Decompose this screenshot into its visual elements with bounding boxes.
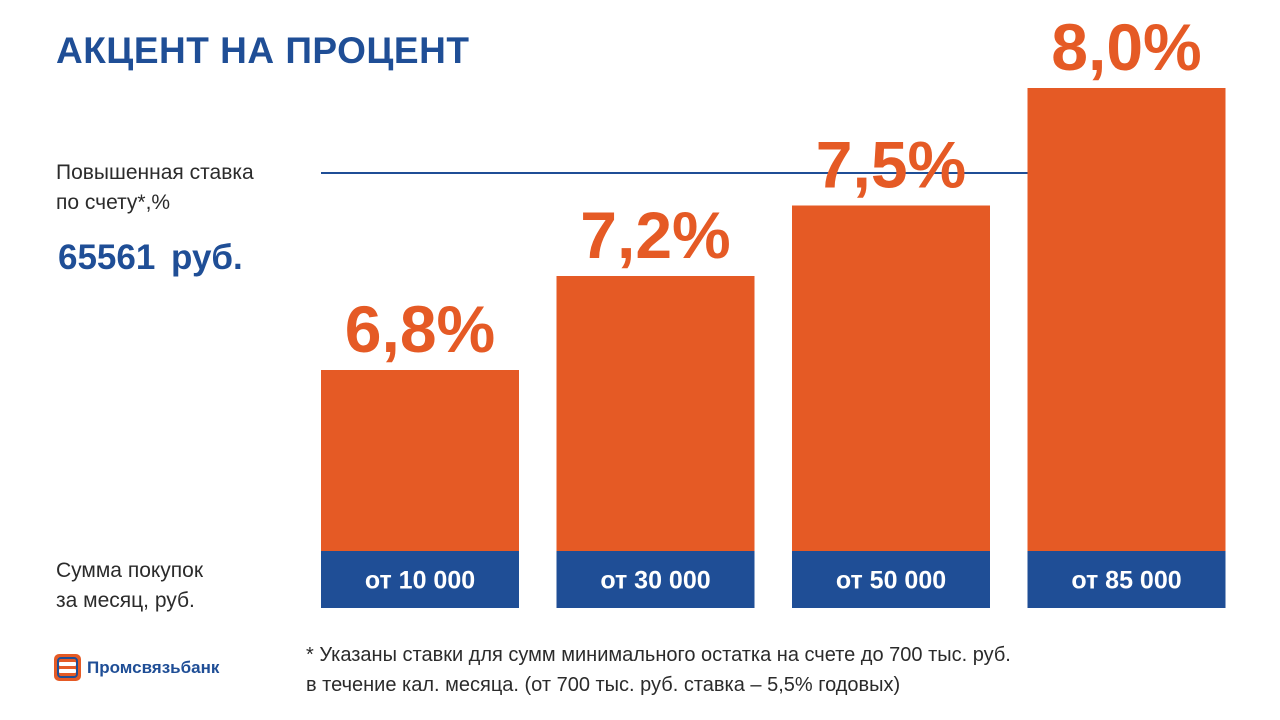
bar (792, 205, 990, 608)
category-label: от 30 000 (600, 567, 710, 595)
category-label: от 10 000 (365, 567, 475, 595)
footnote: * Указаны ставки для сумм минимального о… (306, 644, 1011, 696)
category-band (321, 551, 519, 608)
bar-overlay (1027, 88, 1226, 551)
logo-text: Промсвязьбанк (87, 657, 220, 677)
data-label: 7,5% (816, 128, 966, 202)
data-label: 8,0% (1051, 10, 1201, 84)
category-band (792, 551, 990, 608)
category-band (556, 551, 755, 608)
amount-value: 65561 руб. (58, 238, 243, 277)
category-label: от 85 000 (1071, 567, 1181, 595)
y-axis-label: Повышенная ставка по счету*,% (56, 161, 254, 214)
data-label: 6,8% (345, 292, 495, 366)
category-label: от 50 000 (836, 567, 946, 595)
x-axis-label: Сумма покупок за месяц, руб. (56, 559, 204, 612)
bank-logo: Промсвязьбанк (54, 654, 219, 681)
category-band (1027, 551, 1226, 608)
logo-icon (54, 654, 81, 681)
page-title: АКЦЕНТ НА ПРОЦЕНТ (56, 30, 470, 71)
data-label: 7,2% (580, 198, 730, 272)
